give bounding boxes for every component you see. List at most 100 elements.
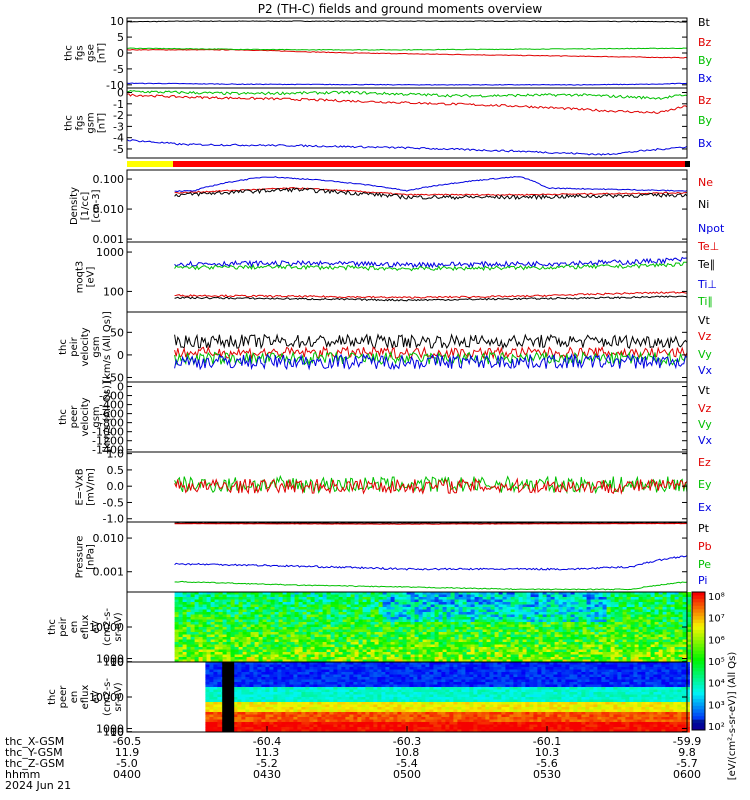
y-tick-label: -10 bbox=[106, 79, 124, 92]
y-tick-label: 10000 bbox=[89, 621, 124, 634]
y-axis-label: thcfgsgse[nT] bbox=[64, 43, 108, 63]
y-tick-label: -400 bbox=[99, 399, 124, 412]
series-Ti∥ bbox=[174, 261, 688, 272]
y-axis-label: Density[1/cc][cm-3] bbox=[69, 187, 102, 225]
y-tick-label: 0.010 bbox=[93, 532, 125, 545]
y-tick-label: -4 bbox=[113, 132, 124, 145]
series-Bt bbox=[126, 20, 688, 23]
y-tick-label: -600 bbox=[99, 408, 124, 421]
series-Pi bbox=[174, 555, 688, 571]
series-Te∥ bbox=[174, 295, 688, 302]
y-axis-label: Pressure[nPa] bbox=[75, 536, 97, 579]
x-tick-label: 11.3 bbox=[255, 746, 280, 759]
x-tick-label: -5.6 bbox=[536, 757, 557, 770]
legend-Pe: Pe bbox=[698, 558, 711, 571]
x-tick-label: 0600 bbox=[673, 768, 701, 781]
y-tick-label: 0 bbox=[117, 349, 124, 362]
legend-Ti∥: Ti∥ bbox=[697, 295, 713, 308]
y-tick-label: -1000 bbox=[92, 426, 124, 439]
y-tick-label: 100 bbox=[103, 726, 124, 739]
colorbar-tick-label: 10⁸ bbox=[708, 592, 725, 603]
data-gap-bar bbox=[222, 662, 235, 732]
legend-By: By bbox=[698, 114, 713, 127]
y-axis-label: thcpeirvelocitygsm[km/s (All Qs)] bbox=[58, 311, 113, 383]
colorbar: 10⁸ 10⁷ 10⁶ 10⁵ 10⁴ 10³ 10² [eV/(cm²-s-sr-eV)] … bbox=[691, 591, 738, 780]
series-Ez bbox=[174, 477, 688, 495]
legend-Vx: Vx bbox=[698, 434, 713, 447]
y-tick-label: 1000 bbox=[96, 653, 124, 666]
x-tick-label: -60.4 bbox=[253, 735, 281, 748]
panel-frame bbox=[126, 241, 688, 313]
legend-Vy: Vy bbox=[698, 418, 712, 431]
panel-2: 0-1-2-3-4-5 thcfgsgsm[nT] Bz By Bx bbox=[64, 87, 713, 159]
legend-Bz: Bz bbox=[698, 94, 712, 107]
y-tick-label: 50 bbox=[110, 326, 124, 339]
y-tick-label: 0 bbox=[117, 87, 124, 100]
x-tick-label: -5.0 bbox=[116, 757, 137, 770]
y-tick-label: 10000 bbox=[89, 691, 124, 704]
x-tick-label: -59.9 bbox=[673, 735, 701, 748]
y-tick-label: 1000 bbox=[96, 246, 124, 259]
y-tick-label: 10 bbox=[110, 656, 124, 669]
panel-3: 0.100 0.010 0.001 Density[1/cc][cm-3] Ne Ni Np… bbox=[69, 169, 725, 246]
x-tick-label: 10.8 bbox=[395, 746, 420, 759]
y-tick-label: -1.0 bbox=[103, 513, 124, 526]
colorbar-tick-label: 10⁶ bbox=[708, 635, 725, 646]
x-tick-label: -60.3 bbox=[393, 735, 421, 748]
panel-frame bbox=[126, 87, 688, 159]
y-tick-label: 100 bbox=[103, 656, 124, 669]
series-Vx bbox=[174, 352, 688, 371]
series-Vt bbox=[174, 333, 688, 350]
legend-Vt: Vt bbox=[698, 314, 711, 327]
legend-Pb: Pb bbox=[698, 540, 712, 553]
y-tick-label: 0.001 bbox=[93, 233, 125, 246]
panel-6: 0-200-400-600-800-1000-1200-1400thcpeerv… bbox=[58, 381, 713, 457]
legend-Vz: Vz bbox=[698, 330, 712, 343]
panel-9: 10000100010010thcpeirenefluxeV(cm2-s-sr-… bbox=[47, 591, 738, 780]
y-tick-label: -0.5 bbox=[103, 496, 124, 509]
legend-Bx: Bx bbox=[698, 72, 713, 85]
series-Bx bbox=[126, 139, 688, 156]
series-Bz bbox=[126, 48, 688, 59]
y-tick-label: 10 bbox=[110, 15, 124, 28]
legend-Pt: Pt bbox=[698, 522, 710, 535]
y-tick-label: -800 bbox=[99, 417, 124, 430]
x-tick-label: 10.3 bbox=[535, 746, 560, 759]
colorbar-tick-label: 10⁵ bbox=[708, 657, 725, 668]
x-row-label: thc_Y-GSM bbox=[5, 746, 63, 759]
legend-Ti⊥: Ti⊥ bbox=[697, 278, 717, 291]
legend-Vz: Vz bbox=[698, 402, 712, 415]
y-tick-label: -5 bbox=[113, 143, 124, 156]
x-tick-label: 11.9 bbox=[115, 746, 140, 759]
spectrogram-10 bbox=[205, 662, 690, 733]
panel-frame bbox=[126, 17, 688, 89]
legend-Bz: Bz bbox=[698, 36, 712, 49]
series-Ni bbox=[174, 187, 688, 201]
series-Ti⊥ bbox=[174, 256, 688, 269]
legend-Ne: Ne bbox=[698, 176, 713, 189]
legend-Ez: Ez bbox=[698, 456, 711, 469]
panel-frame bbox=[126, 311, 688, 383]
x-tick-label: 0400 bbox=[113, 768, 141, 781]
y-tick-label: 0.0 bbox=[107, 480, 125, 493]
legend-Vy: Vy bbox=[698, 348, 712, 361]
y-tick-label: -5 bbox=[113, 63, 124, 76]
x-tick-label: 0530 bbox=[533, 768, 561, 781]
panels: 1050-5-10thcfgsgse[nT]BtBzByBx0-1-2-3-4-… bbox=[47, 15, 738, 780]
x-row-label: thc_X-GSM bbox=[5, 735, 64, 748]
legend-Ex: Ex bbox=[698, 501, 712, 514]
y-tick-label: -1 bbox=[113, 98, 124, 111]
y-tick-label: 0.010 bbox=[93, 203, 125, 216]
y-tick-label: 0 bbox=[117, 381, 124, 394]
y-axis-label: thcpeervelocitygsm[km/s (All Qs)] bbox=[58, 381, 113, 453]
x-row-label: thc_Z-GSM bbox=[5, 757, 65, 770]
x-row-label: hhmm bbox=[5, 768, 40, 781]
legend-Bx: Bx bbox=[698, 137, 713, 150]
x-tick-label: 0430 bbox=[253, 768, 281, 781]
series-By bbox=[126, 47, 687, 51]
legend-Te∥: Te∥ bbox=[697, 258, 715, 271]
series-Te⊥ bbox=[174, 291, 688, 299]
